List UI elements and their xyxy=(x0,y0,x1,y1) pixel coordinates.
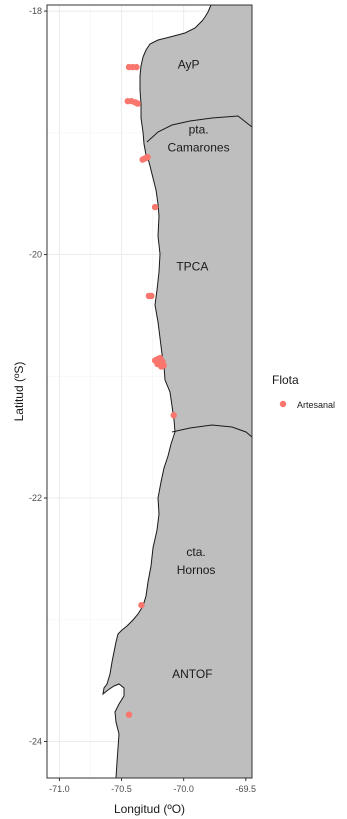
region-label-cta-hornos: Hornos xyxy=(177,563,216,577)
data-point-artesanal xyxy=(144,153,151,161)
region-label-ayp: AyP xyxy=(178,57,200,71)
boundary-tpca xyxy=(171,424,253,438)
boundary-camarones xyxy=(146,115,253,143)
data-point-artesanal xyxy=(134,100,141,107)
data-point-artesanal xyxy=(125,711,133,718)
y-axis-title: Latitud (ºS) xyxy=(12,362,26,422)
land-area xyxy=(102,4,253,779)
region-label-pta-camarones: pta. xyxy=(189,123,209,137)
x-tick-label: -70.0 xyxy=(173,784,194,794)
y-tick-label: -24 xyxy=(29,736,42,746)
y-tick-label: -20 xyxy=(29,250,42,260)
y-tick-label: -22 xyxy=(29,493,42,503)
y-axis-ticks: -18 -20 -22 -24 xyxy=(29,6,47,746)
catch-points xyxy=(124,63,177,718)
legend-key-artesanal xyxy=(279,400,287,408)
region-label-tpca: TPCA xyxy=(176,259,208,273)
region-labels: AyP pta. Camarones TPCA cta. Hornos ANTOF xyxy=(168,57,230,681)
x-axis-title: Longitud (ºO) xyxy=(114,802,185,816)
x-axis-ticks: -71.0 -70.5 -70.0 -69.5 xyxy=(49,778,256,794)
panel-border xyxy=(46,4,253,779)
data-point-artesanal xyxy=(158,363,165,370)
data-point-artesanal xyxy=(133,63,140,71)
region-label-cta-hornos: cta. xyxy=(186,545,205,559)
land-polygon xyxy=(103,5,252,778)
data-point-artesanal xyxy=(138,601,145,609)
legend-title: Flota xyxy=(272,373,299,387)
region-label-pta-camarones: Camarones xyxy=(168,141,230,155)
x-tick-label: -71.0 xyxy=(49,784,70,794)
legend-label-artesanal: Artesanal xyxy=(297,400,335,410)
data-point-artesanal xyxy=(148,292,155,300)
x-tick-label: -69.5 xyxy=(236,784,257,794)
coastline xyxy=(102,4,212,779)
x-tick-label: -70.5 xyxy=(111,784,132,794)
y-tick-label: -18 xyxy=(29,6,42,16)
data-point-artesanal xyxy=(170,412,177,419)
region-label-antof: ANTOF xyxy=(172,667,212,681)
data-point-artesanal xyxy=(151,203,159,211)
legend: Flota Artesanal xyxy=(272,373,335,410)
